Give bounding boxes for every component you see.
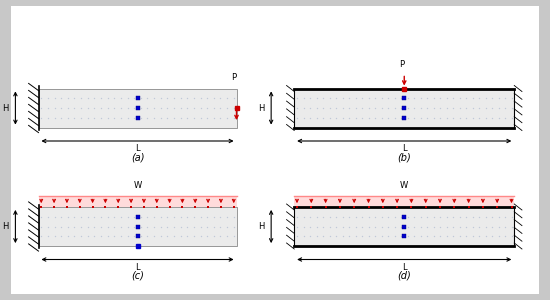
Text: L: L (135, 262, 140, 272)
Text: P: P (231, 74, 236, 82)
Text: L: L (402, 144, 406, 153)
Text: W: W (400, 182, 408, 190)
Text: (c): (c) (131, 271, 144, 281)
Bar (39, 88, 236, 128)
Text: (a): (a) (131, 152, 144, 163)
Bar (294, 207, 514, 246)
Text: L: L (402, 262, 406, 272)
Bar (39, 196, 236, 207)
Text: L: L (135, 144, 140, 153)
Text: P: P (399, 60, 404, 69)
Text: W: W (133, 182, 142, 190)
Text: H: H (2, 103, 9, 112)
Text: H: H (258, 103, 265, 112)
Text: (d): (d) (398, 271, 411, 281)
FancyBboxPatch shape (11, 6, 539, 294)
Bar (39, 207, 236, 246)
Bar (294, 196, 514, 207)
Bar (294, 88, 514, 128)
Text: H: H (258, 222, 265, 231)
Text: H: H (2, 222, 9, 231)
Text: (b): (b) (398, 152, 411, 163)
